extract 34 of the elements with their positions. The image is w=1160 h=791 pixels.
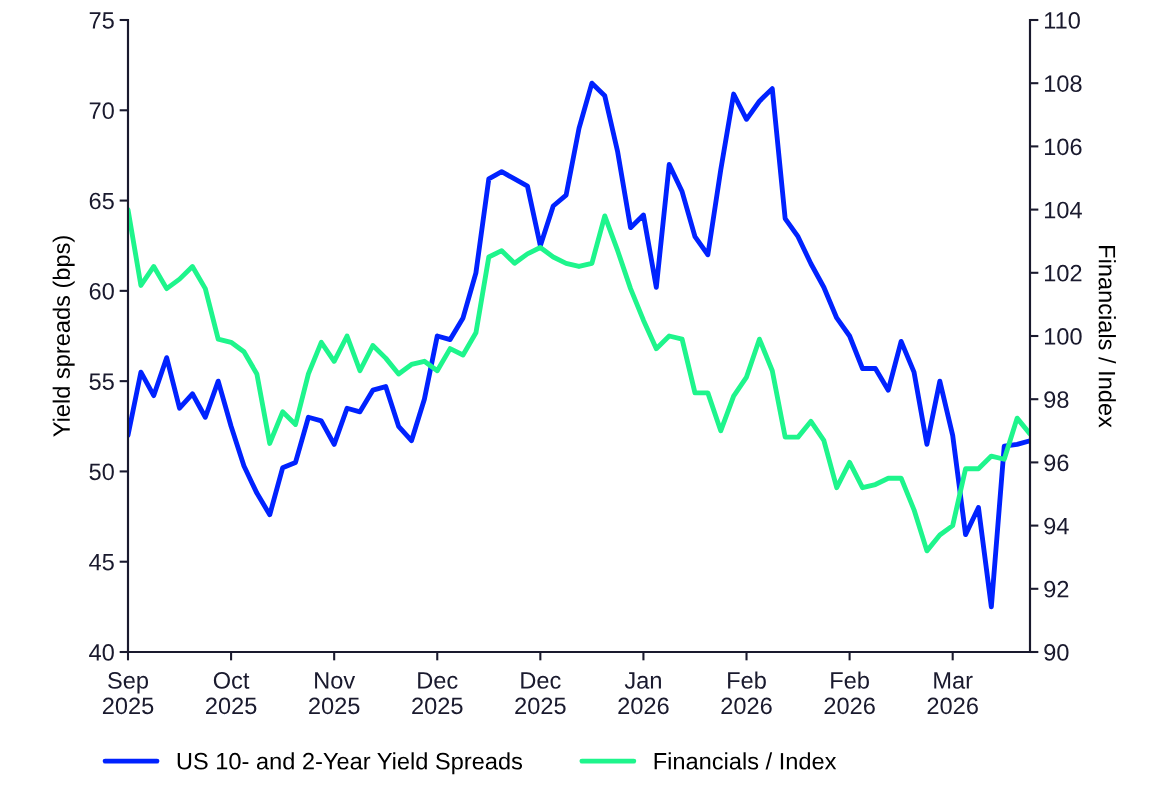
y2-tick-label: 108: [1044, 75, 1082, 92]
y-tick-label: 55: [89, 373, 114, 390]
y2-tick-label: 98: [1044, 391, 1069, 408]
y2-tick-label: 90: [1044, 644, 1069, 661]
x-tick-label: Sep 2025: [102, 672, 154, 715]
y2-tick-label: 106: [1044, 138, 1082, 156]
y2-tick-label: 100: [1044, 328, 1082, 345]
y2-tick-label: 94: [1044, 517, 1069, 535]
x-tick-label: Feb 2026: [824, 671, 875, 715]
y2-tick-label: 104: [1044, 201, 1082, 219]
y-tick-label: 65: [89, 192, 114, 210]
y2-tick-label: 96: [1044, 454, 1069, 472]
x-tick-label: Mar 2026: [927, 672, 978, 715]
x-tick-label: Nov 2025: [309, 672, 360, 715]
line-series: [128, 207, 1030, 554]
line-series: [128, 80, 1030, 610]
legend-label: Financials / Index: [654, 752, 837, 770]
x-tick-label: Dec 2025: [515, 672, 566, 715]
y-tick-label: 50: [89, 463, 114, 481]
y2-tick-label: 102: [1044, 264, 1082, 282]
y2-tick-label: 92: [1044, 580, 1069, 598]
y-tick-label: 40: [89, 644, 114, 661]
x-tick-label: Oct 2025: [206, 672, 257, 715]
y-tick-label: 60: [89, 282, 114, 300]
y2-axis-title: Financials / Index: [1098, 246, 1116, 428]
y2-tick-label: 110: [1044, 12, 1080, 29]
y-tick-label: 45: [89, 554, 114, 571]
x-tick-label: Feb 2026: [721, 671, 772, 715]
y-tick-label: 70: [89, 102, 114, 120]
x-tick-label: Dec 2025: [412, 672, 463, 715]
y-tick-label: 75: [89, 12, 114, 29]
x-tick-label: Jan 2026: [618, 672, 669, 715]
y-axis-title: Yield spreads (bps): [52, 236, 75, 437]
legend-label: US 10- and 2-Year Yield Spreads: [177, 752, 523, 775]
